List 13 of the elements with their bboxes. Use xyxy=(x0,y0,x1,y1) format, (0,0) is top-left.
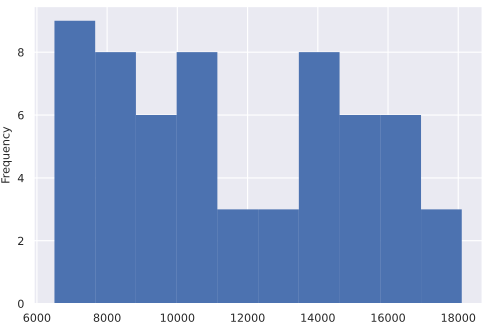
x-tick-label: 12000 xyxy=(231,314,265,322)
x-tick-label: 18000 xyxy=(442,314,476,322)
y-tick-label: 0 xyxy=(18,300,24,308)
y-tick-label: 2 xyxy=(18,236,24,245)
y-tick-label: 6 xyxy=(18,111,24,120)
x-tick-label: 14000 xyxy=(301,314,335,322)
x-tick-label: 8000 xyxy=(94,314,121,322)
x-tick-label: 6000 xyxy=(24,314,50,322)
y-axis-title: Frequency xyxy=(1,126,12,183)
x-tick-label: 10000 xyxy=(160,314,194,322)
y-tick-label: 4 xyxy=(18,174,24,182)
y-tick-label: 8 xyxy=(18,48,24,57)
x-tick-label: 16000 xyxy=(372,314,405,322)
